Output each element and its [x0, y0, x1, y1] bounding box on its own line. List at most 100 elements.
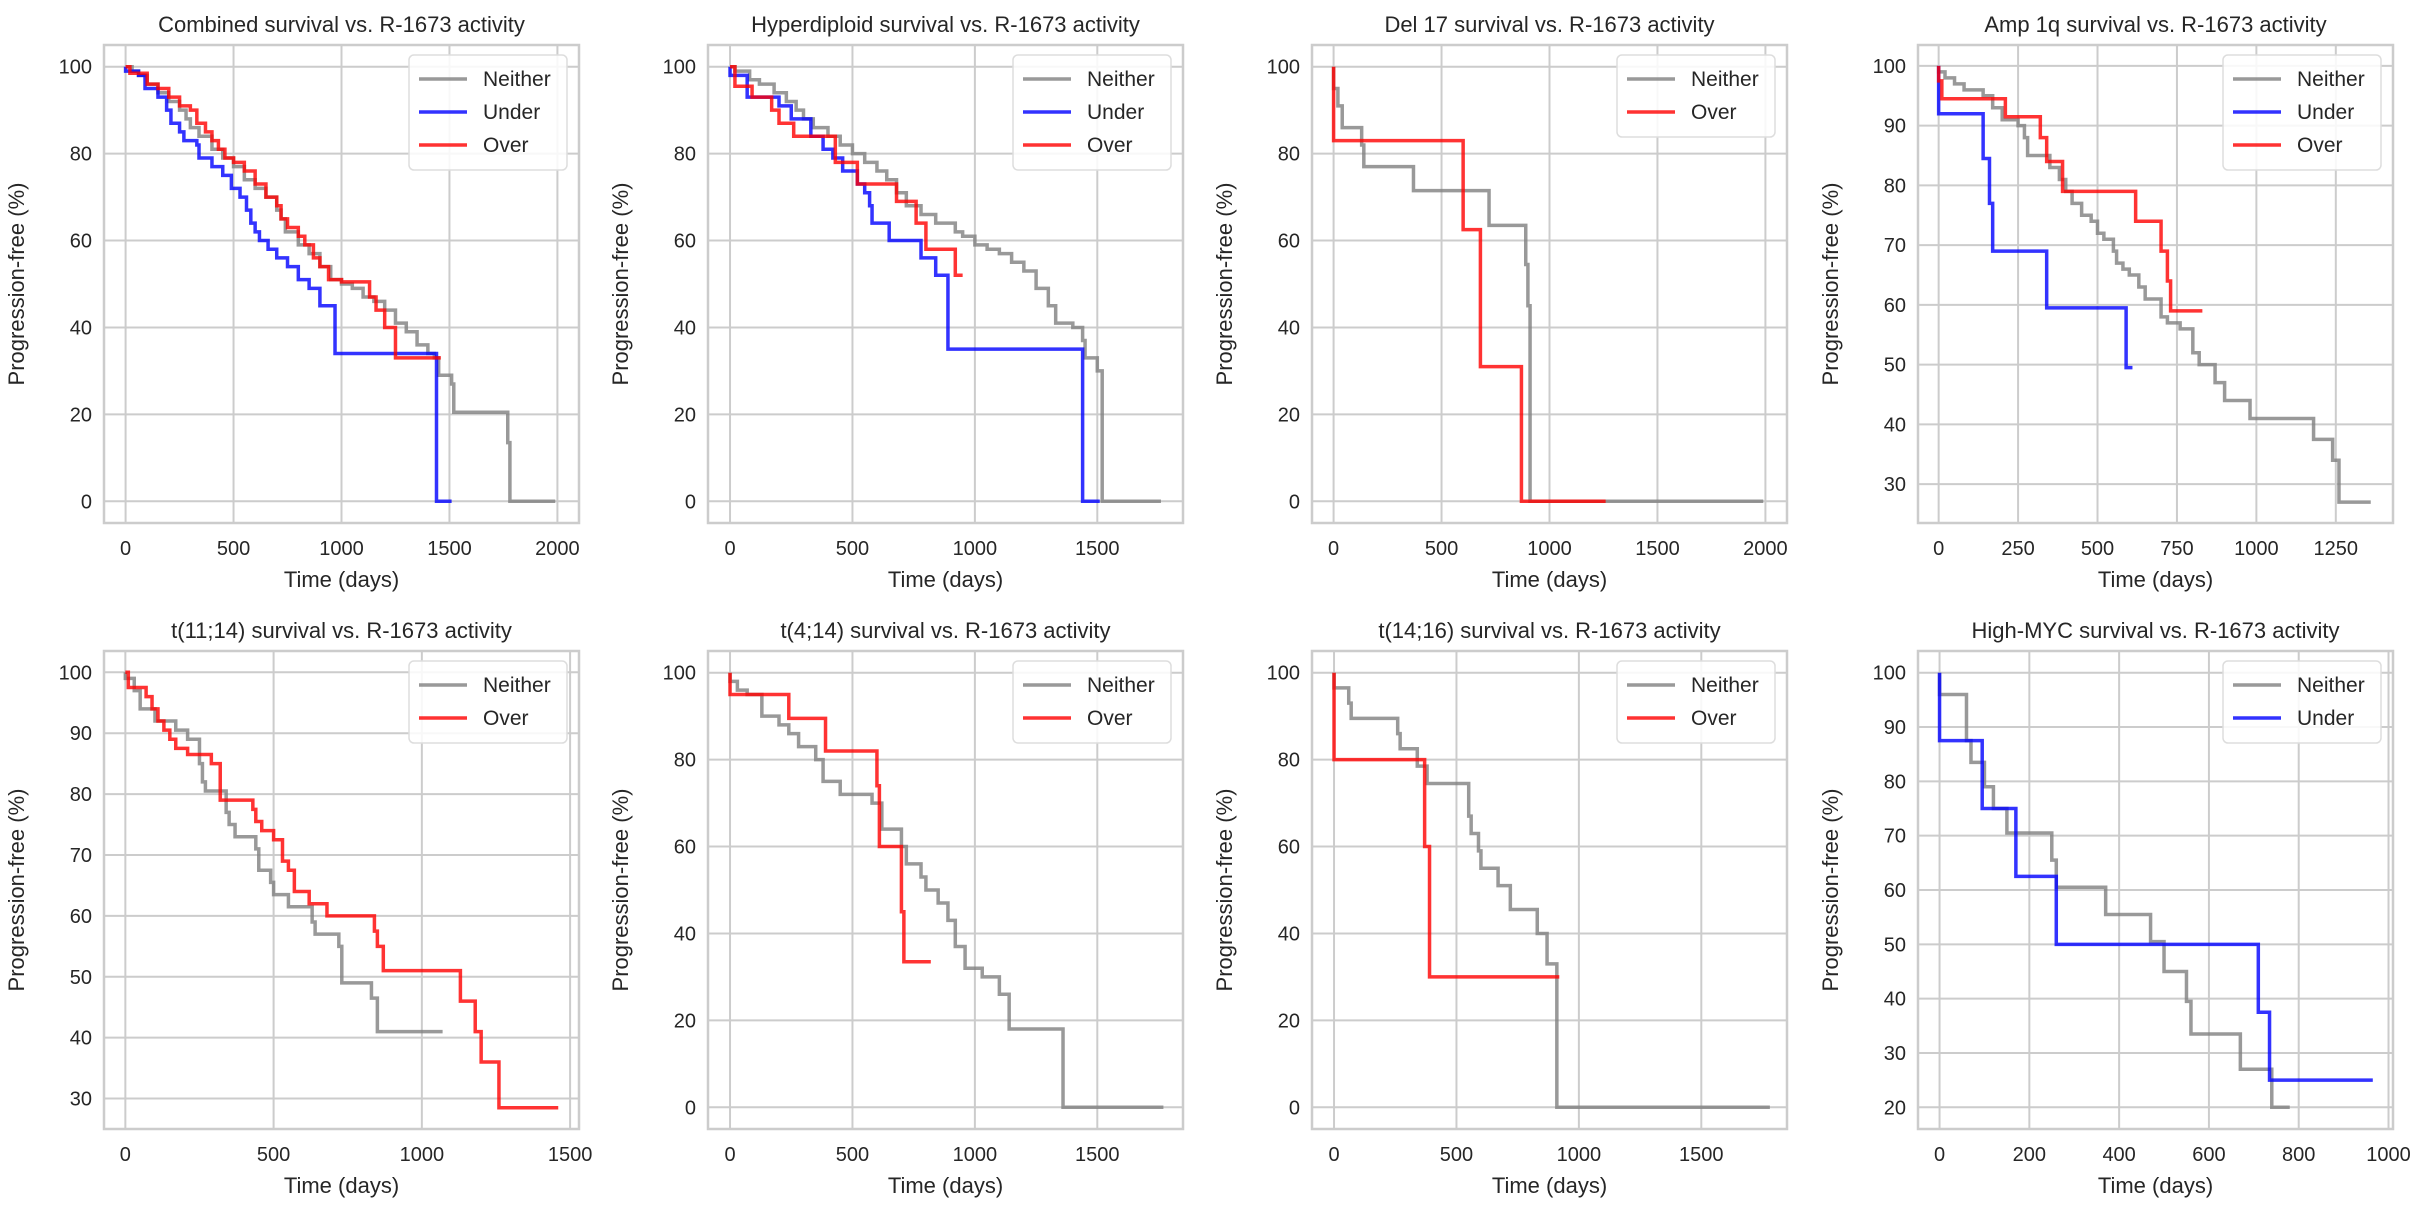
- x-tick-label: 400: [2102, 1144, 2135, 1166]
- x-tick-label: 1500: [427, 538, 472, 560]
- plot-frame: [706, 649, 1185, 1131]
- x-tick-label: 1500: [1635, 538, 1680, 560]
- x-tick-label: 1000: [953, 538, 998, 560]
- y-tick-label: 20: [674, 1010, 696, 1032]
- x-tick-label: 1500: [1679, 1144, 1724, 1166]
- legend: Neither Over: [408, 660, 568, 744]
- curve-under: [1936, 65, 2133, 370]
- legend-label-over: Over: [1087, 707, 1133, 730]
- legend-box: [408, 54, 568, 171]
- x-axis-label: Time (days): [284, 1173, 399, 1198]
- legend: Neither Under Over: [408, 54, 568, 171]
- legend-label-under: Under: [2297, 101, 2354, 124]
- panel-combined: 0 500 1000 1500 2000 0 20 40 60 80 100 Combined sur…: [4, 12, 581, 592]
- y-tick-label: 80: [70, 144, 92, 166]
- legend-label-over: Over: [2297, 134, 2343, 157]
- y-tick-label: 40: [70, 317, 92, 339]
- x-tick-label: 250: [2001, 538, 2034, 560]
- x-axis-label: Time (days): [284, 567, 399, 592]
- plot-frame: [1916, 649, 2395, 1131]
- legend-box: [1616, 54, 1776, 138]
- y-tick-label: 30: [1884, 474, 1906, 496]
- y-tick-label: 80: [1884, 771, 1906, 793]
- legend-label-neither: Neither: [2297, 674, 2365, 697]
- x-tick-label: 500: [1440, 1144, 1473, 1166]
- y-tick-label: 40: [674, 317, 696, 339]
- legend-label-neither: Neither: [483, 674, 551, 697]
- x-tick-label: 200: [2013, 1144, 2046, 1166]
- y-tick-label: 40: [70, 1028, 92, 1050]
- plot-frame: [1310, 649, 1789, 1131]
- y-tick-label: 40: [1278, 923, 1300, 945]
- curve-over: [1332, 672, 1560, 979]
- legend-label-under: Under: [2297, 707, 2354, 730]
- plot-frame: [102, 43, 581, 525]
- y-tick-label: 60: [1278, 231, 1300, 253]
- x-tick-label: 500: [836, 1144, 869, 1166]
- x-tick-label: 0: [120, 538, 131, 560]
- x-tick-label: 2000: [535, 538, 580, 560]
- panel-high-myc: 0 200 400 600 800 1000 20 30 40 50 60 70 80 90 100 High…: [1818, 618, 2411, 1198]
- y-axis-label: Progression-free (%): [4, 789, 29, 992]
- y-tick-label: 100: [663, 663, 696, 685]
- x-tick-label: 500: [2081, 538, 2114, 560]
- y-tick-label: 100: [663, 57, 696, 79]
- curve-neither: [1331, 66, 1764, 504]
- x-axis-label: Time (days): [1492, 567, 1607, 592]
- y-tick-label: 60: [70, 231, 92, 253]
- y-tick-label: 80: [1278, 144, 1300, 166]
- y-tick-label: 0: [1289, 491, 1300, 513]
- y-tick-label: 60: [1884, 295, 1906, 317]
- legend-box: [1616, 660, 1776, 744]
- y-tick-label: 100: [1267, 663, 1300, 685]
- x-axis-label: Time (days): [1492, 1173, 1607, 1198]
- y-tick-label: 100: [59, 57, 92, 79]
- y-tick-label: 40: [1278, 317, 1300, 339]
- y-tick-label: 20: [674, 404, 696, 426]
- y-tick-label: 0: [81, 491, 92, 513]
- x-tick-label: 750: [2160, 538, 2193, 560]
- curve-neither: [1936, 65, 2371, 504]
- plot-frame: [1310, 43, 1789, 525]
- y-axis-label: Progression-free (%): [1818, 789, 1843, 992]
- y-axis-label: Progression-free (%): [608, 183, 633, 386]
- y-tick-label: 40: [1884, 989, 1906, 1011]
- curve-neither: [730, 64, 1161, 504]
- curve-over: [728, 672, 931, 964]
- y-tick-label: 30: [70, 1089, 92, 1111]
- x-axis-label: Time (days): [2098, 1173, 2213, 1198]
- y-tick-label: 0: [685, 1097, 696, 1119]
- x-tick-label: 1250: [2314, 538, 2359, 560]
- x-tick-label: 1000: [953, 1144, 998, 1166]
- chart-title: Del 17 survival vs. R-1673 activity: [1384, 12, 1714, 37]
- y-tick-label: 90: [1884, 717, 1906, 739]
- x-axis-label: Time (days): [888, 1173, 1003, 1198]
- legend: Neither Over: [1012, 660, 1172, 744]
- legend-label-neither: Neither: [1087, 68, 1155, 91]
- y-tick-label: 20: [1278, 404, 1300, 426]
- panel-hyperdiploid: 0 500 1000 1500 0 20 40 60 80 100 Hyperdiploid sur…: [608, 12, 1185, 592]
- x-tick-label: 500: [1425, 538, 1458, 560]
- chart-title: t(4;14) survival vs. R-1673 activity: [780, 618, 1110, 643]
- chart-title: Amp 1q survival vs. R-1673 activity: [1984, 12, 2326, 37]
- panel-del-17: 0 500 1000 1500 2000 0 20 40 60 80 100 Del 17 survi…: [1212, 12, 1789, 592]
- x-tick-label: 500: [217, 538, 250, 560]
- legend: Neither Under: [2222, 660, 2382, 744]
- y-tick-label: 60: [674, 231, 696, 253]
- y-tick-label: 90: [70, 723, 92, 745]
- chart-title: t(14;16) survival vs. R-1673 activity: [1378, 618, 1720, 643]
- legend-box: [2222, 54, 2382, 171]
- curve-under: [123, 66, 452, 504]
- x-tick-label: 1500: [548, 1144, 593, 1166]
- x-tick-label: 1000: [400, 1144, 445, 1166]
- curve-over: [730, 64, 963, 278]
- plot-frame: [706, 43, 1185, 525]
- y-tick-label: 80: [1278, 750, 1300, 772]
- x-axis-label: Time (days): [888, 567, 1003, 592]
- x-tick-label: 2000: [1743, 538, 1788, 560]
- curve-under: [1937, 672, 2373, 1082]
- x-tick-label: 800: [2282, 1144, 2315, 1166]
- legend-label-under: Under: [1087, 101, 1144, 124]
- panel-t-11-14: 0 500 1000 1500 30 40 50 60 70 80 90 100 t(11;14) su…: [4, 618, 592, 1198]
- curve-neither: [1332, 672, 1770, 1110]
